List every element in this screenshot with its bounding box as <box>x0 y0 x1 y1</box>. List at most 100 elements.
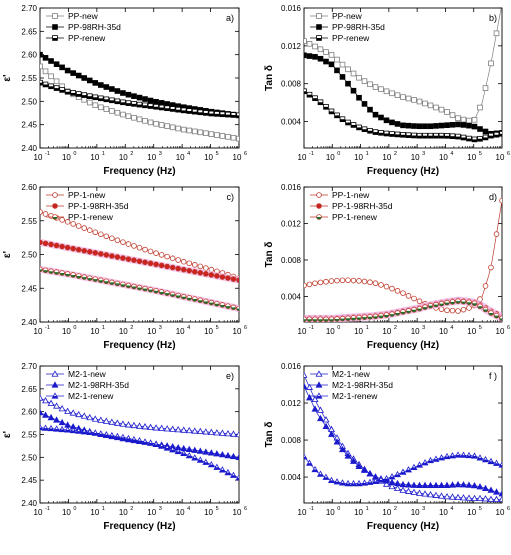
series-3-point-fill <box>109 435 115 438</box>
series-1-point <box>410 488 418 495</box>
series-1-point <box>416 489 423 496</box>
series-3-point-fill <box>92 97 98 100</box>
series-3-point-fill <box>433 459 439 462</box>
series-2-point <box>312 54 318 60</box>
series-1-point <box>306 281 313 288</box>
series-2-point <box>120 90 126 96</box>
series-3-point-fill <box>361 483 368 486</box>
series-2-point <box>191 446 199 453</box>
series-3-point-fill <box>175 451 181 454</box>
series-2-point <box>164 263 170 270</box>
series-2-point <box>64 67 71 74</box>
x-tick-label: 10 <box>62 153 71 162</box>
series-3-point-fill <box>493 463 500 466</box>
series-1-point <box>147 119 154 126</box>
series-1-point <box>70 221 76 227</box>
series-3-point-fill <box>384 133 389 136</box>
series-3-point-fill <box>137 104 142 107</box>
series-3-point-fill <box>114 283 120 286</box>
series-3-point-fill <box>225 114 231 118</box>
series-3-point-fill <box>175 109 181 113</box>
series-1-point <box>471 116 478 123</box>
series-3-point-fill <box>373 132 378 135</box>
legend-label: PP-1-renew <box>68 212 114 222</box>
series-1-point <box>487 495 495 502</box>
series-1-point <box>219 133 226 139</box>
series-3-point-fill <box>220 304 225 308</box>
y-tick-label: 2.50 <box>21 453 37 462</box>
series-1-point <box>416 98 423 105</box>
series-3-point-fill <box>64 429 71 433</box>
x-tick-label: 10 <box>176 508 185 517</box>
series-1-point <box>383 283 390 290</box>
series-2-point <box>460 481 467 488</box>
series-1-point <box>124 421 132 428</box>
series-2-point <box>125 256 132 262</box>
series-2-point <box>350 457 357 464</box>
legend-marker <box>52 192 58 198</box>
series-1-point <box>449 112 456 118</box>
plot-frame <box>303 7 503 149</box>
series-2-point <box>477 126 483 132</box>
series-group <box>40 51 239 142</box>
y-axis-label: Tan δ <box>264 65 275 91</box>
series-3-point-fill <box>477 457 483 461</box>
series-1-point <box>152 424 160 431</box>
series-1-point <box>466 305 472 311</box>
series-3-point-fill <box>428 135 433 139</box>
series-2-point <box>109 253 115 259</box>
series-2-point <box>214 273 220 279</box>
series-1-point <box>312 43 318 50</box>
series-3-point-fill <box>231 114 236 118</box>
series-2-point <box>372 111 379 118</box>
series-2-point <box>388 478 396 485</box>
series-1-point <box>372 84 379 90</box>
series-3-point-fill <box>329 111 334 114</box>
series-1-point <box>125 113 132 120</box>
x-tick-exponent: 0 <box>73 325 76 331</box>
series-2-point <box>185 445 193 452</box>
series-1-point <box>383 480 390 487</box>
series-3-point-fill <box>339 482 346 486</box>
x-tick-exponent: 3 <box>159 325 162 331</box>
x-tick-label: 10 <box>354 153 363 162</box>
series-1-point <box>203 265 209 271</box>
series-1-point <box>389 285 395 292</box>
series-1-point <box>356 278 362 284</box>
series-1-point <box>499 197 502 204</box>
series-3-point-fill <box>40 269 43 272</box>
series-3-point-fill <box>170 108 176 112</box>
series-3-point-fill <box>389 476 395 479</box>
series-1-point <box>230 134 237 141</box>
x-tick-exponent: -1 <box>309 325 314 331</box>
series-2-point <box>333 438 341 445</box>
x-tick-label: 10 <box>411 327 420 336</box>
series-1-point <box>131 243 137 249</box>
series-1-point <box>53 78 60 85</box>
series-3-point-fill <box>329 319 334 322</box>
series-1-point <box>163 425 171 432</box>
x-tick-exponent: 3 <box>159 151 162 157</box>
series-1-point <box>92 229 99 236</box>
series-2-point <box>207 449 215 456</box>
series-1-point <box>164 253 170 260</box>
series-3-point-fill <box>334 115 340 118</box>
x-tick-exponent: 1 <box>102 506 105 512</box>
series-1-point <box>389 90 395 97</box>
series-2-point <box>328 61 335 68</box>
series-1-point <box>136 244 143 251</box>
x-tick-exponent: 2 <box>130 151 133 157</box>
series-3-point-fill <box>65 273 71 277</box>
series-2-point <box>203 271 209 277</box>
series-2-point <box>92 80 99 86</box>
legend-marker-fill <box>316 38 322 41</box>
series-2-point <box>306 394 313 401</box>
series-2-point <box>323 58 329 65</box>
series-3-point-fill <box>323 477 329 480</box>
series-3-point-fill <box>422 462 428 465</box>
series-1-point <box>81 96 88 103</box>
series-1-point <box>465 494 473 501</box>
series-3-point-fill <box>109 100 115 103</box>
series-2-point <box>455 121 461 128</box>
